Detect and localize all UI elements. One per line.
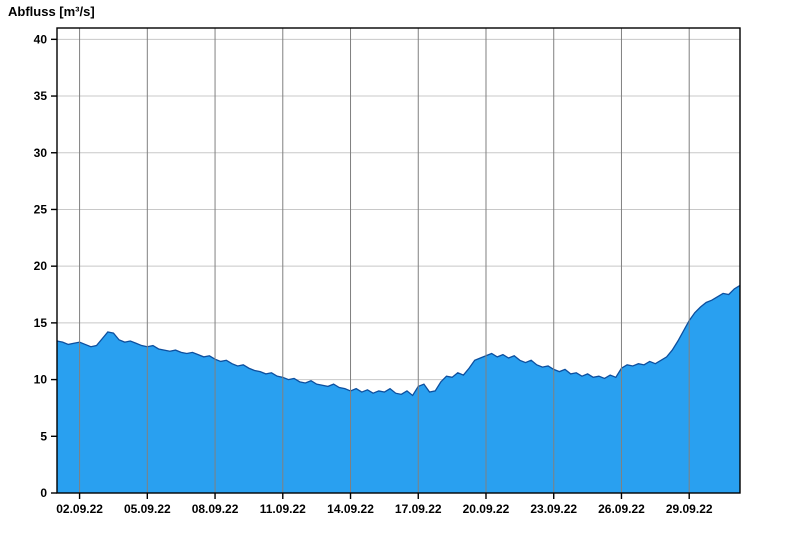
y-tick-label: 25 <box>34 202 48 216</box>
x-tick-label: 11.09.22 <box>260 502 306 516</box>
y-tick-label: 35 <box>34 89 48 103</box>
x-tick-label: 29.09.22 <box>666 502 713 516</box>
x-tick-label: 17.09.22 <box>395 502 442 516</box>
x-tick-label: 05.09.22 <box>124 502 171 516</box>
discharge-area-fill <box>57 285 740 493</box>
plot-frame <box>56 27 741 494</box>
x-tick-label: 14.09.22 <box>327 502 374 516</box>
x-tick-label: 23.09.22 <box>530 502 577 516</box>
y-tick-label: 20 <box>34 259 48 273</box>
x-tick-label: 26.09.22 <box>598 502 645 516</box>
chart-title: Abfluss [m³/s] <box>8 4 95 19</box>
discharge-line <box>56 284 741 397</box>
y-tick-label: 5 <box>40 429 47 443</box>
x-tick-label: 20.09.22 <box>463 502 510 516</box>
y-tick-label: 10 <box>34 373 48 387</box>
x-tick-label: 08.09.22 <box>192 502 239 516</box>
x-tick-label: 02.09.22 <box>56 502 103 516</box>
y-tick-label: 40 <box>34 32 48 46</box>
y-tick-label: 30 <box>34 146 48 160</box>
y-tick-label: 15 <box>34 316 48 330</box>
y-tick-label: 0 <box>40 486 47 500</box>
